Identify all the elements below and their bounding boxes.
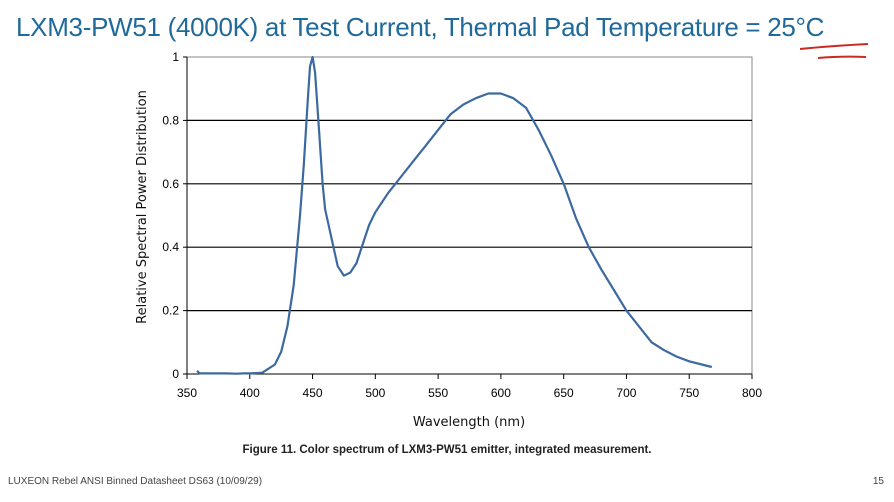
x-tick-label: 350 <box>177 386 197 400</box>
footer-text: LUXEON Rebel ANSI Binned Datasheet DS63 … <box>8 476 263 487</box>
y-tick-label: 0.2 <box>162 304 179 318</box>
x-tick-label: 750 <box>679 386 699 400</box>
x-axis-label: Wavelength (nm) <box>413 415 525 430</box>
y-tick-label: 0.8 <box>162 113 179 127</box>
figure-caption: Figure 11. Color spectrum of LXM3-PW51 e… <box>242 444 652 456</box>
y-axis-label: Relative Spectral Power Distribution <box>135 90 150 324</box>
plot-area <box>186 56 753 375</box>
x-tick-label: 600 <box>491 386 511 400</box>
x-tick-label: 400 <box>240 386 260 400</box>
x-tick-label: 450 <box>303 386 323 400</box>
red-underline-annotation <box>799 43 869 59</box>
x-tick-label: 700 <box>616 386 636 400</box>
y-tick-label: 1 <box>172 50 179 64</box>
slide-title: LXM3-PW51 (4000K) at Test Current, Therm… <box>16 12 825 42</box>
x-tick-label: 800 <box>742 386 762 400</box>
x-tick-label: 500 <box>365 386 385 400</box>
y-tick-label: 0.4 <box>162 240 179 254</box>
page-number: 15 <box>872 476 884 487</box>
x-tick-label: 650 <box>554 386 574 400</box>
y-tick-label: 0 <box>172 367 179 381</box>
spectrum-series-line <box>196 55 713 375</box>
spectrum-chart: 0 0.2 0.4 0.6 0.8 1 350 400 450 500 550 600 650 700 75… <box>135 50 762 430</box>
x-tick-label: 550 <box>428 386 448 400</box>
y-tick-label: 0.6 <box>162 177 179 191</box>
